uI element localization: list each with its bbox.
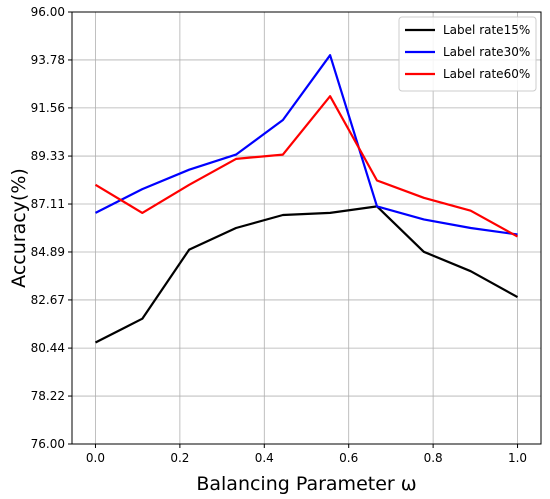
legend-label: Label rate30% — [443, 45, 530, 59]
y-tick-label: 87.11 — [31, 197, 65, 211]
y-tick-label: 93.78 — [31, 53, 65, 67]
legend-label: Label rate60% — [443, 67, 530, 81]
x-tick-label: 0.6 — [339, 451, 358, 465]
y-tick-label: 91.56 — [31, 101, 65, 115]
x-tick-label: 0.2 — [170, 451, 189, 465]
series-layer — [94, 54, 519, 344]
x-tick-label: 0.4 — [255, 451, 274, 465]
series-line-2 — [95, 54, 518, 236]
legend: Label rate15% Label rate30% Label rate60% — [398, 16, 537, 92]
legend-box — [398, 16, 537, 92]
ticks: 76.00 78.22 80.44 82.67 84.89 87.11 89.33 91.56… — [31, 5, 527, 465]
legend-label: Label rate15% — [443, 23, 530, 37]
y-tick-label: 76.00 — [31, 437, 65, 451]
x-tick-label: 0.8 — [424, 451, 443, 465]
y-axis-label: Accuracy(%) — [8, 168, 30, 288]
y-tick-label: 84.89 — [31, 245, 65, 259]
y-tick-label: 80.44 — [31, 341, 65, 355]
y-tick-label: 89.33 — [31, 149, 65, 163]
series-line-3 — [94, 95, 519, 238]
y-tick-label: 96.00 — [31, 5, 65, 19]
y-tick-label: 78.22 — [31, 389, 65, 403]
grid — [72, 11, 541, 445]
y-tick-label: 82.67 — [31, 293, 65, 307]
series-line-1 — [95, 205, 519, 344]
x-tick-label: 1.0 — [508, 451, 527, 465]
plot-frame — [71, 11, 542, 445]
x-tick-label: 0.0 — [86, 451, 105, 465]
x-axis-label: Balancing Parameter ω — [196, 473, 416, 495]
